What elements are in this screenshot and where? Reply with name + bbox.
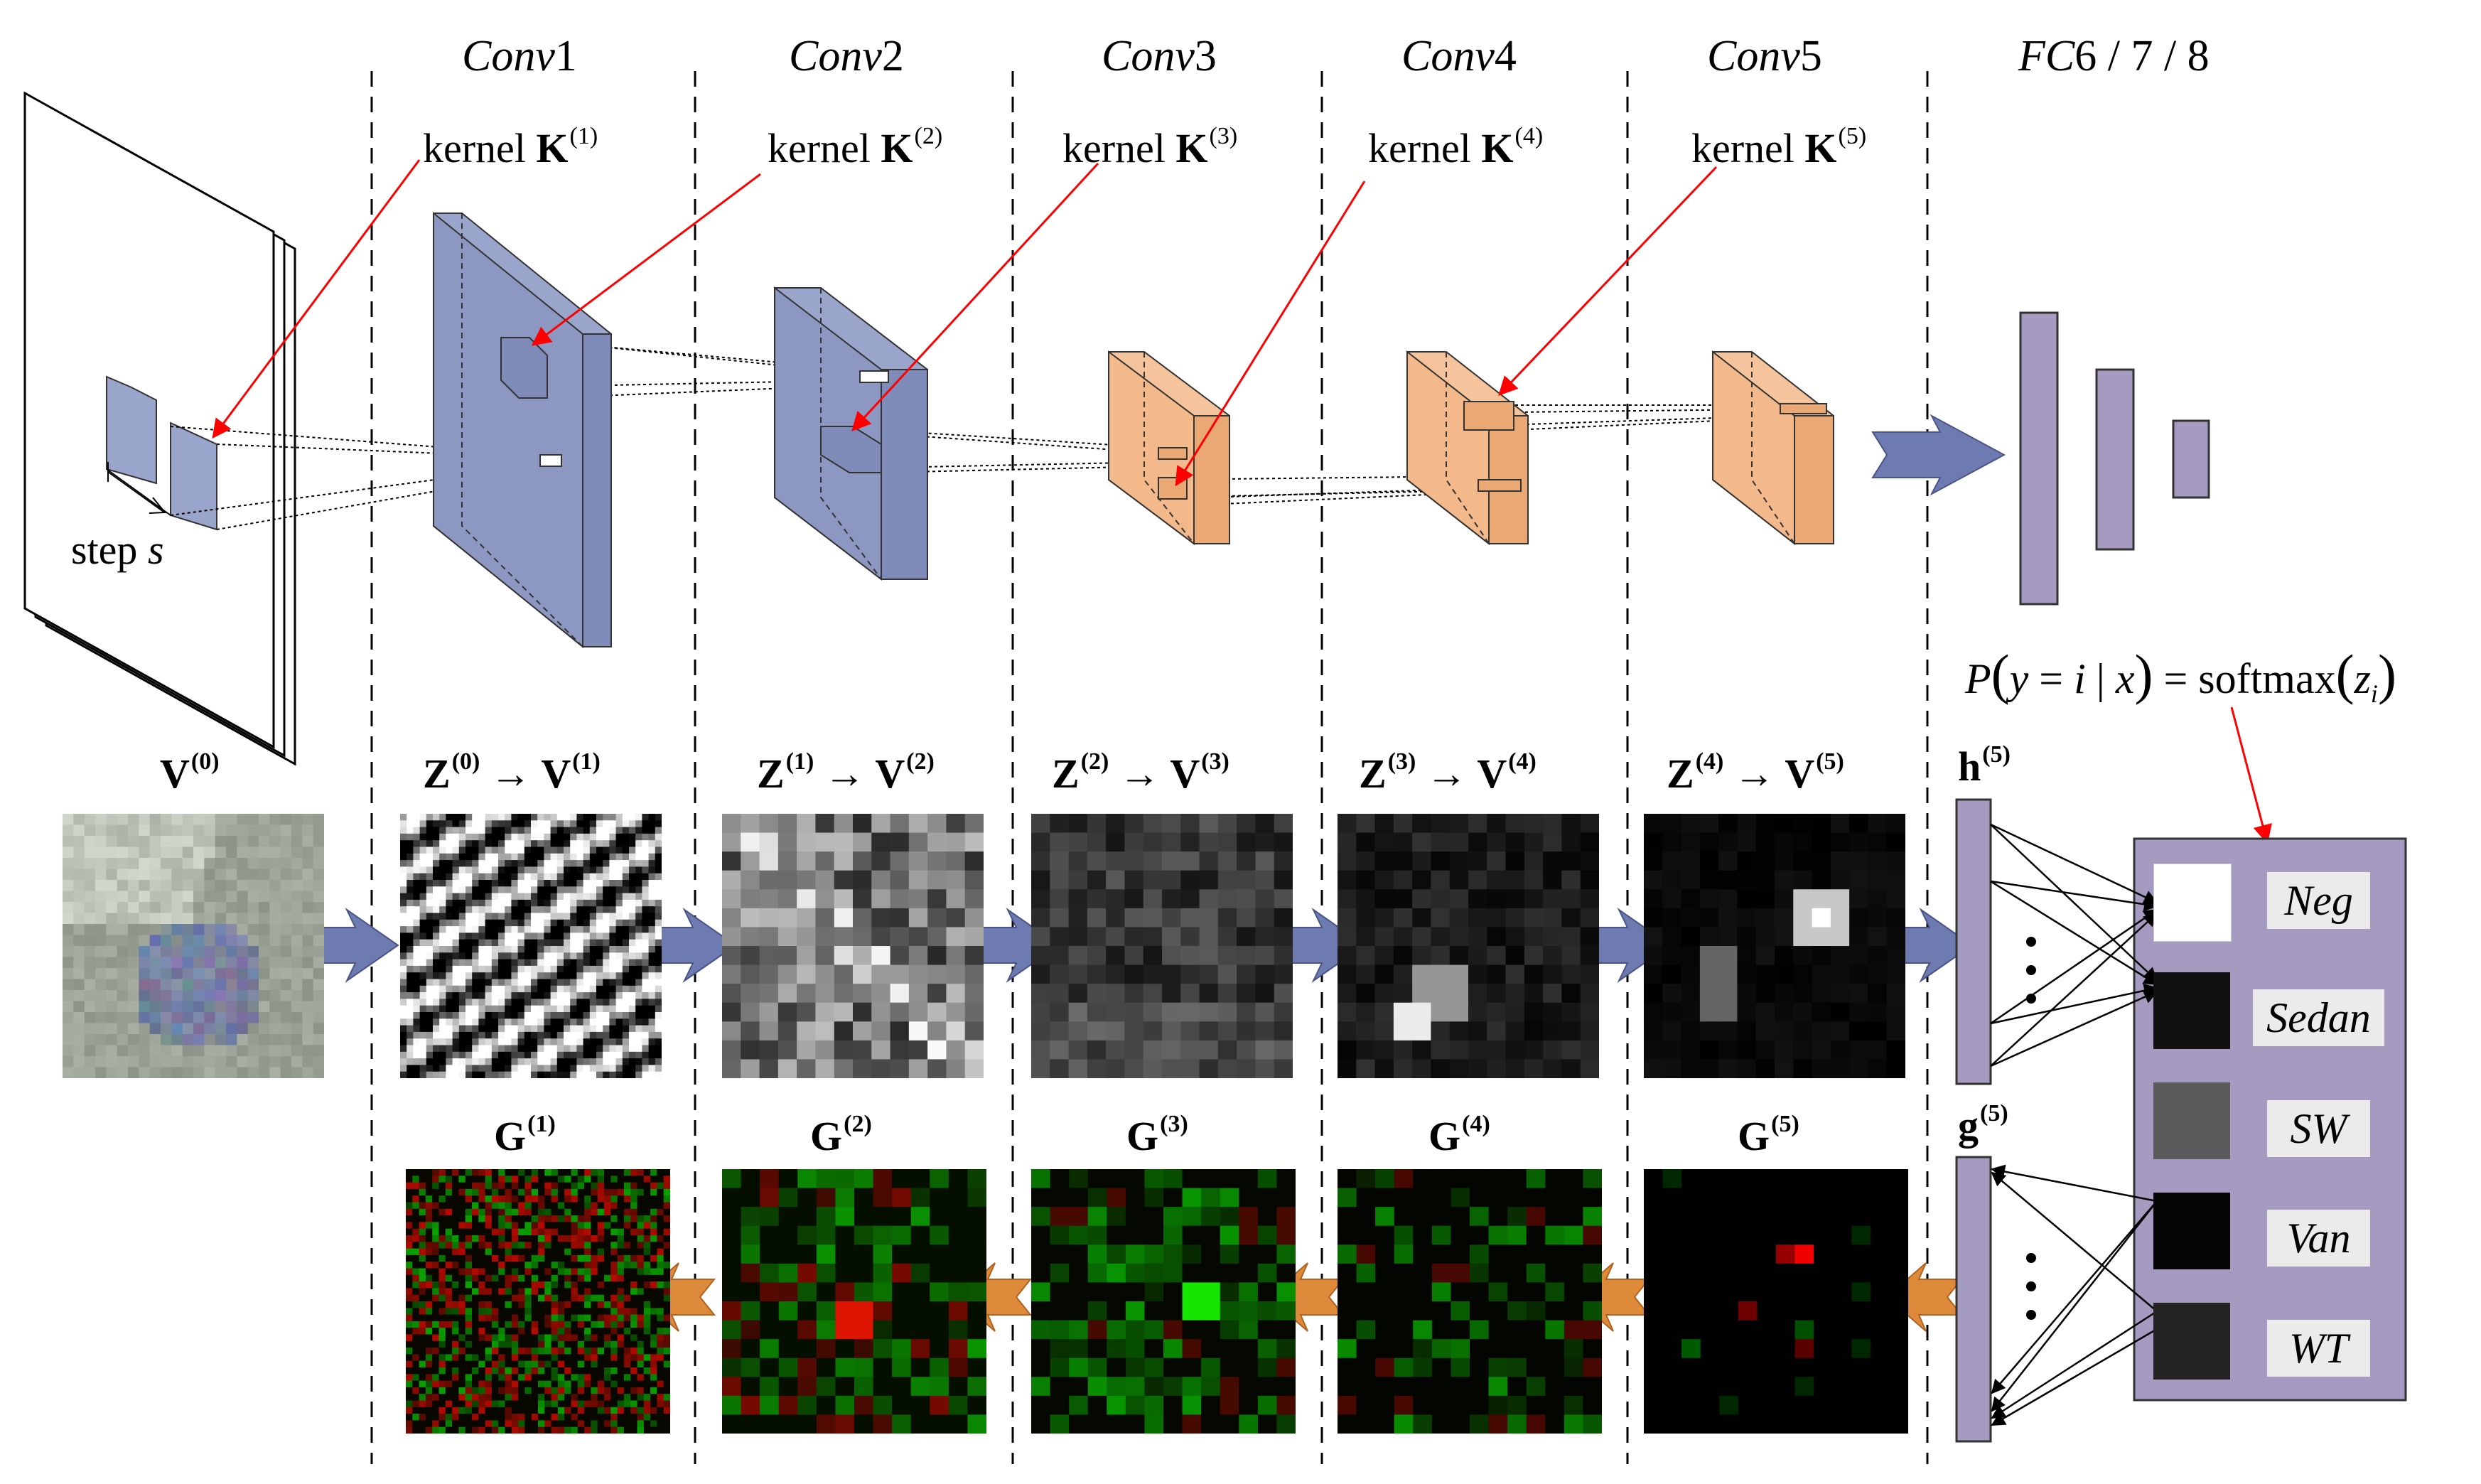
label-z2-v3: Z(2) → V(3) [1052,748,1229,797]
kernel-label-3: kernel K(3) [1062,123,1238,171]
class-swatch-van [2153,1193,2230,1269]
g-connections [1991,1164,2158,1426]
label-z1-v2: Z(1) → V(2) [757,748,935,797]
feature-map-v4 [1338,814,1599,1078]
label-v0: V(0) [160,748,220,797]
conv3-block [1108,350,1230,545]
kernel-label-4: kernel K(4) [1368,123,1544,171]
conv1-block [433,211,612,649]
softmax-formula: P(y = i | x) = softmax(zi) [1965,643,2396,708]
input-image-v0 [63,814,324,1078]
feature-map-v3 [1031,814,1293,1078]
h-bar [1955,798,1992,1085]
gradient-map-g3 [1031,1169,1296,1434]
gradient-map-g4 [1338,1169,1602,1434]
conv5-block [1712,350,1834,546]
conv4-block [1406,350,1529,546]
class-swatch-sedan [2153,972,2230,1049]
kernel-pointers [212,159,2272,844]
title-fc: FC6 / 7 / 8 [2018,32,2210,80]
title-conv5: Conv5 [1707,32,1822,80]
title-conv4: Conv4 [1401,32,1517,80]
class-swatch-sw [2153,1082,2230,1159]
gradient-map-g5 [1644,1169,1908,1434]
class-label-sw: SW [2267,1100,2370,1157]
backward-arrows [638,1262,1964,1332]
title-conv2: Conv2 [789,32,904,80]
gradient-map-g2 [722,1169,986,1434]
step-label: step s [71,527,164,573]
gradient-map-g1 [406,1169,670,1434]
g-bar [1955,1156,1992,1443]
class-swatch-neg [2153,864,2232,942]
label-g5-map: G(5) [1738,1111,1799,1159]
label-g4: G(4) [1428,1111,1490,1159]
class-label-van: Van [2267,1210,2370,1267]
dots [2026,937,2036,1320]
class-label-sedan: Sedan [2253,989,2384,1046]
title-conv1: Conv1 [462,32,577,80]
feature-map-v1 [400,814,662,1078]
class-label-wt: WT [2267,1320,2370,1377]
feature-map-v5 [1644,814,1905,1078]
title-conv3: Conv3 [1102,32,1217,80]
label-z4-v5: Z(4) → V(5) [1667,748,1844,797]
label-g2: G(2) [810,1111,872,1159]
label-g3: G(3) [1126,1111,1188,1159]
kernel-label-1: kernel K(1) [423,123,598,171]
label-h5: h(5) [1958,741,2011,790]
step-indicator [107,462,167,514]
class-label-neg: Neg [2267,872,2370,929]
input-planes [23,91,296,766]
fc-bars [2019,311,2210,606]
feature-map-v2 [722,814,984,1078]
input-kernels [106,375,217,531]
arrow-to-fc [1871,414,2006,496]
label-g1: G(1) [494,1111,556,1159]
projection-lines [170,337,1827,530]
kernel-label-5: kernel K(5) [1691,123,1867,171]
label-z3-v4: Z(3) → V(4) [1359,748,1537,797]
class-swatch-wt [2153,1303,2230,1380]
stage-separators [370,71,1929,1464]
conv2-block [774,286,928,581]
label-g5: g(5) [1958,1100,2008,1149]
h-connections [1990,823,2158,1068]
kernel-label-2: kernel K(2) [768,123,943,171]
label-z0-v1: Z(0) → V(1) [423,748,601,797]
